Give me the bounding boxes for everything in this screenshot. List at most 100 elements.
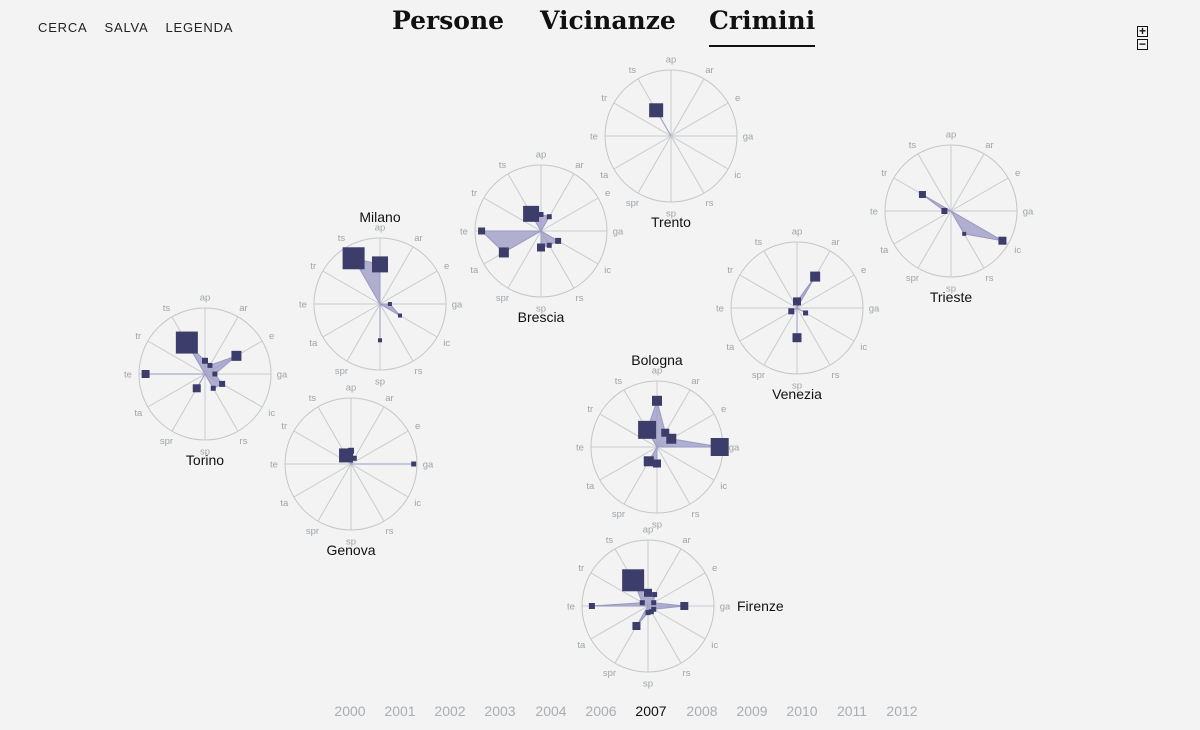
marker-bologna-sp[interactable] bbox=[653, 459, 661, 468]
axis-label-ap: ap bbox=[652, 366, 663, 377]
city-label-trieste: Trieste bbox=[930, 289, 972, 305]
year-2001[interactable]: 2001 bbox=[384, 703, 416, 719]
marker-bologna-e[interactable] bbox=[666, 433, 677, 444]
marker-firenze-rs[interactable] bbox=[648, 609, 654, 615]
marker-firenze-te[interactable] bbox=[588, 603, 595, 609]
year-2002[interactable]: 2002 bbox=[434, 703, 466, 719]
tab-persone[interactable]: Persone bbox=[392, 6, 505, 35]
marker-trento-ts[interactable] bbox=[649, 103, 664, 118]
axis-label-spr: spr bbox=[335, 366, 348, 377]
marker-trieste-ic[interactable] bbox=[998, 236, 1007, 245]
legend-link[interactable]: LEGENDA bbox=[165, 20, 234, 35]
marker-firenze-e[interactable] bbox=[651, 600, 657, 606]
marker-genova-ga[interactable] bbox=[411, 461, 417, 467]
zoom-in-button[interactable]: + bbox=[1137, 24, 1148, 38]
marker-trieste-rs[interactable] bbox=[962, 231, 967, 236]
marker-torino-te[interactable] bbox=[141, 370, 150, 378]
marker-brescia-sp[interactable] bbox=[537, 243, 545, 252]
marker-brescia-ic[interactable] bbox=[555, 237, 562, 244]
marker-trieste-te[interactable] bbox=[941, 208, 948, 214]
marker-firenze-spr[interactable] bbox=[632, 622, 641, 631]
year-2009[interactable]: 2009 bbox=[736, 703, 768, 719]
marker-firenze-ga[interactable] bbox=[680, 602, 689, 610]
radar-spoke bbox=[590, 572, 649, 607]
marker-torino-ap[interactable] bbox=[202, 357, 208, 364]
axis-label-tr: tr bbox=[135, 331, 141, 342]
axis-label-spr: spr bbox=[160, 436, 173, 447]
marker-torino-ga[interactable] bbox=[212, 371, 218, 377]
marker-brescia-ta[interactable] bbox=[498, 247, 509, 258]
radar-trento[interactable]: ap ar e ga ic rs sp spr ta te tr ts Trento bbox=[590, 55, 754, 231]
year-2010[interactable]: 2010 bbox=[786, 703, 818, 719]
marker-bologna-ga[interactable] bbox=[710, 438, 729, 456]
radar-spoke bbox=[350, 430, 409, 465]
marker-milano-ap[interactable] bbox=[372, 256, 388, 273]
marker-brescia-ar[interactable] bbox=[546, 214, 552, 220]
marker-trieste-tr[interactable] bbox=[918, 191, 926, 198]
marker-brescia-te[interactable] bbox=[478, 227, 486, 235]
year-2006[interactable]: 2006 bbox=[585, 703, 617, 719]
year-2007[interactable]: 2007 bbox=[635, 703, 667, 719]
marker-bologna-spr[interactable] bbox=[643, 456, 654, 467]
marker-milano-sp[interactable] bbox=[378, 338, 382, 343]
radar-venezia[interactable]: ap ar e ga ic rs sp spr ta te tr ts Venezia bbox=[716, 227, 880, 403]
axis-label-ga: ga bbox=[452, 300, 463, 311]
city-label-bologna: Bologna bbox=[631, 352, 683, 368]
tab-vicinanze[interactable]: Vicinanze bbox=[540, 6, 676, 35]
radar-firenze[interactable]: ap ar e ga ic rs sp spr ta te tr ts Firenze bbox=[567, 525, 784, 690]
marker-torino-rs[interactable] bbox=[210, 385, 216, 391]
marker-milano-ts[interactable] bbox=[342, 247, 365, 270]
marker-brescia-ts[interactable] bbox=[523, 205, 540, 222]
marker-venezia-sp[interactable] bbox=[792, 333, 802, 343]
marker-genova-ar[interactable] bbox=[351, 455, 357, 461]
radar-trieste[interactable]: ap ar e ga ic rs sp spr ta te tr ts Trieste bbox=[870, 130, 1034, 306]
marker-bologna-ar[interactable] bbox=[661, 428, 670, 437]
marker-brescia-ap[interactable] bbox=[538, 212, 544, 217]
marker-venezia-ta[interactable] bbox=[788, 308, 795, 315]
radar-spoke bbox=[379, 303, 414, 362]
marker-torino-ar[interactable] bbox=[207, 362, 213, 368]
marker-venezia-ic[interactable] bbox=[803, 310, 809, 316]
year-2000[interactable]: 2000 bbox=[334, 703, 366, 719]
zoom-out-button[interactable]: − bbox=[1137, 37, 1148, 51]
axis-label-te: te bbox=[270, 460, 278, 471]
radar-spoke bbox=[599, 413, 658, 448]
year-2011[interactable]: 2011 bbox=[836, 703, 868, 719]
marker-milano-ic[interactable] bbox=[398, 313, 403, 318]
marker-firenze-ar[interactable] bbox=[652, 592, 658, 598]
radar-milano[interactable]: ap ar e ga ic rs sp spr ta te tr ts Milano bbox=[299, 209, 463, 388]
marker-torino-ts[interactable] bbox=[175, 331, 198, 354]
axis-label-rs: rs bbox=[706, 198, 714, 209]
save-link[interactable]: SALVA bbox=[104, 20, 149, 35]
marker-firenze-ts[interactable] bbox=[622, 569, 645, 592]
marker-venezia-ap[interactable] bbox=[793, 297, 801, 306]
radar-genova[interactable]: ap ar e ga ic rs sp spr ta te tr ts Genova bbox=[270, 383, 434, 559]
year-2012[interactable]: 2012 bbox=[886, 703, 918, 719]
marker-brescia-rs[interactable] bbox=[546, 242, 552, 248]
axis-label-ic: ic bbox=[860, 342, 867, 353]
radar-spoke bbox=[796, 307, 831, 366]
radar-spoke bbox=[590, 605, 649, 640]
marker-firenze-tr[interactable] bbox=[639, 600, 645, 606]
marker-torino-ic[interactable] bbox=[219, 380, 226, 387]
axis-label-te: te bbox=[870, 207, 878, 218]
marker-firenze-sp[interactable] bbox=[645, 610, 651, 616]
radar-torino[interactable]: ap ar e ga ic rs sp spr ta te tr ts Torino bbox=[124, 293, 288, 469]
marker-venezia-ar[interactable] bbox=[810, 271, 821, 282]
year-2003[interactable]: 2003 bbox=[484, 703, 516, 719]
radar-bologna[interactable]: ap ar e ga ic rs sp spr ta te tr ts Bologna bbox=[576, 352, 740, 531]
marker-bologna-ts[interactable] bbox=[638, 420, 657, 439]
tab-crimini[interactable]: Crimini bbox=[709, 6, 816, 47]
marker-milano-ga[interactable] bbox=[387, 302, 392, 306]
search-link[interactable]: CERCA bbox=[38, 20, 88, 35]
marker-torino-spr[interactable] bbox=[192, 384, 201, 393]
radar-brescia[interactable]: ap ar e ga ic rs sp spr ta te tr ts Brescia bbox=[460, 150, 624, 326]
marker-bologna-ap[interactable] bbox=[652, 395, 662, 406]
year-2004[interactable]: 2004 bbox=[535, 703, 567, 719]
year-2008[interactable]: 2008 bbox=[686, 703, 718, 719]
zoom-controls: + − bbox=[1137, 24, 1148, 51]
marker-genova-ts[interactable] bbox=[339, 448, 354, 463]
axis-label-ta: ta bbox=[600, 170, 609, 181]
marker-firenze-ap[interactable] bbox=[644, 588, 652, 597]
marker-torino-e[interactable] bbox=[231, 350, 242, 361]
